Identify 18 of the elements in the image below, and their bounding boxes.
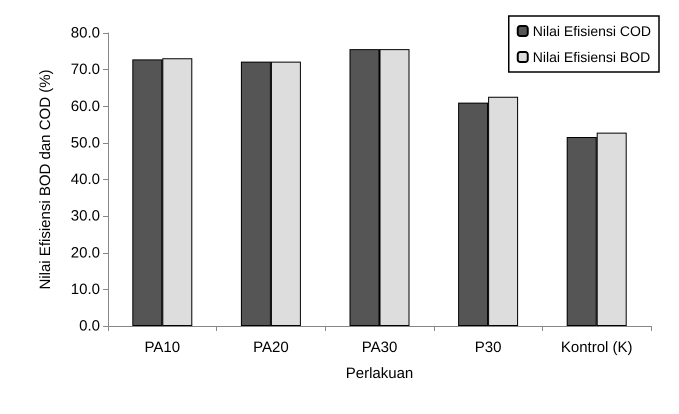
legend-label: Nilai Efisiensi COD bbox=[532, 23, 651, 39]
y-tick-label: 50.0 bbox=[70, 134, 100, 152]
x-axis-title: Perlakuan bbox=[346, 365, 414, 382]
x-tick-label: Kontrol (K) bbox=[560, 339, 633, 356]
y-tick-label: 0.0 bbox=[79, 318, 100, 334]
y-tick-label: 60.0 bbox=[70, 98, 100, 115]
x-tick-label: PA30 bbox=[362, 339, 398, 356]
y-tick-label: 10.0 bbox=[70, 280, 100, 298]
x-tick-label: PA10 bbox=[144, 339, 180, 356]
y-tick-label: 70.0 bbox=[70, 61, 100, 78]
x-tick-label: PA20 bbox=[253, 339, 289, 356]
legend-label: Nilai Efisiensi BOD bbox=[532, 49, 650, 65]
y-axis-title: Nilai Efisiensi BOD dan COD (%) bbox=[37, 69, 54, 290]
y-tick-label: 40.0 bbox=[70, 171, 100, 188]
y-tick-label: 30.0 bbox=[70, 208, 100, 225]
y-tick-label: 80.0 bbox=[70, 24, 100, 42]
x-tick-label: P30 bbox=[474, 339, 502, 356]
y-tick-label: 20.0 bbox=[70, 244, 100, 262]
